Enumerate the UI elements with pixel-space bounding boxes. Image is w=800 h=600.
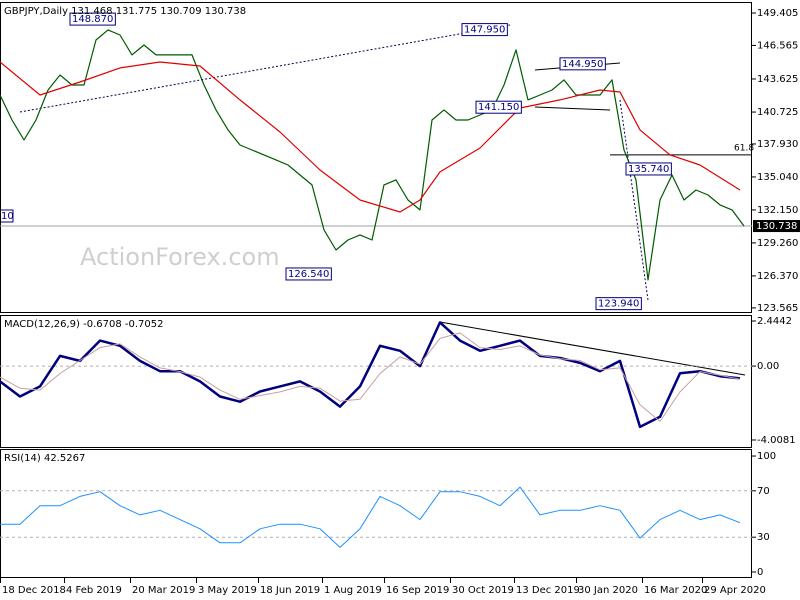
x-tick-label: 20 Mar 2019 <box>132 585 195 596</box>
y-tick-label: 0.00 <box>757 361 779 372</box>
label-box <box>595 297 642 311</box>
panel-title: GBPJPY,Daily 131.468 131.775 130.709 130… <box>4 6 246 17</box>
y-tick-label: 137.930 <box>757 139 798 150</box>
trend-line <box>619 99 649 301</box>
label-box <box>0 209 14 223</box>
series-line <box>0 29 745 281</box>
price-label: 141.150 <box>478 102 519 113</box>
price-label: 135.740 <box>628 164 669 175</box>
y-tick-label: 2.4442 <box>757 316 792 327</box>
label-box <box>461 23 508 37</box>
x-tick-label: 16 Sep 2019 <box>386 585 449 596</box>
last-price-label: 130.738 <box>756 221 797 232</box>
y-tick-label: 123.565 <box>757 303 798 314</box>
series-line <box>0 61 741 213</box>
price-label: 147.950 <box>464 25 505 36</box>
y-tick-label: 70 <box>757 486 770 497</box>
x-tick-label: 30 Oct 2019 <box>452 585 514 596</box>
label-box <box>69 12 116 26</box>
panel-title: RSI(14) 42.5267 <box>4 453 85 464</box>
y-tick-label: 143.625 <box>757 74 798 85</box>
x-tick-label: 16 Mar 2020 <box>644 585 707 596</box>
y-tick-label: 132.150 <box>757 205 798 216</box>
y-tick-label: 126.370 <box>757 271 798 282</box>
label-box <box>559 57 606 71</box>
price-label: 144.950 <box>562 59 603 70</box>
x-tick-label: 4 Feb 2019 <box>66 585 122 596</box>
watermark: ActionForex.com <box>80 243 280 271</box>
y-tick-label: 100 <box>757 451 776 462</box>
y-tick-label: 140.725 <box>757 107 798 118</box>
y-tick-label: -4.0081 <box>757 435 796 446</box>
fib-label: 61.8 <box>734 143 754 153</box>
x-tick-label: 18 Jun 2019 <box>260 585 320 596</box>
x-tick-label: 29 Apr 2020 <box>704 585 766 596</box>
panel-frame <box>0 2 752 313</box>
x-tick-label: 13 Dec 2019 <box>516 585 580 596</box>
x-tick-label: 18 Dec 2018 <box>2 585 66 596</box>
y-tick-label: 146.565 <box>757 40 798 51</box>
y-tick-label: 30 <box>757 532 770 543</box>
price-label: 126.540 <box>288 269 329 280</box>
price-label: 10 <box>1 211 14 222</box>
y-tick-label: 149.405 <box>757 8 798 19</box>
last-price-box <box>753 220 800 233</box>
x-tick-label: 3 May 2019 <box>198 585 257 596</box>
label-box <box>285 267 332 281</box>
series-line <box>0 332 741 422</box>
panel-title: MACD(12,26,9) -0.6708 -0.7052 <box>4 319 164 330</box>
price-label: 148.870 <box>72 14 113 25</box>
series-line <box>0 321 741 429</box>
y-tick-label: 0 <box>757 567 763 578</box>
label-box <box>625 162 672 176</box>
x-tick-label: 1 Aug 2019 <box>324 585 382 596</box>
y-tick-label: 129.260 <box>757 238 798 249</box>
macd-trend-line <box>439 321 746 376</box>
y-tick-label: 135.040 <box>757 172 798 183</box>
price-label: 123.940 <box>598 299 639 310</box>
series-line <box>0 486 741 548</box>
panel-frame <box>0 449 752 578</box>
x-tick-label: 30 Jan 2020 <box>578 585 638 596</box>
channel-line <box>534 106 611 111</box>
trend-line <box>19 24 511 113</box>
label-box <box>475 100 522 114</box>
